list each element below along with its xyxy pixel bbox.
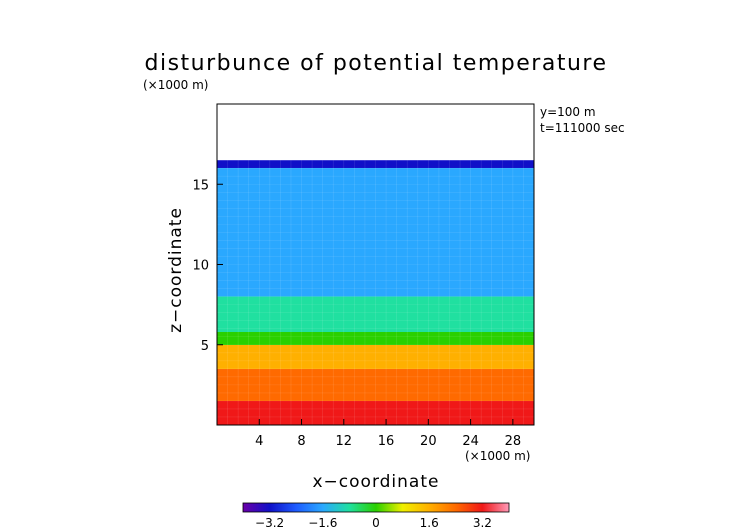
y-axis: 5 10 15 xyxy=(192,178,223,354)
plot-area xyxy=(217,159,534,425)
contour-gridlines xyxy=(217,159,534,425)
x-tick-label: 20 xyxy=(420,434,437,449)
x-tick-label: 8 xyxy=(297,434,305,449)
x-unit-label: (×1000 m) xyxy=(465,449,530,463)
colorbar-tick-label: 3.2 xyxy=(473,516,492,530)
annotation-time: t=111000 sec xyxy=(540,121,625,135)
y-tick-label: 5 xyxy=(201,339,209,354)
x-tick-label: 12 xyxy=(336,434,353,449)
colorbar-tick-label: −1.6 xyxy=(308,516,337,530)
chart-title: disturbunce of potential temperature xyxy=(145,51,608,76)
y-axis-label: z−coordinate xyxy=(166,207,186,333)
annotation-y: y=100 m xyxy=(540,105,596,119)
y-tick-label: 15 xyxy=(192,178,209,193)
colorbar-ticks: −3.2 −1.6 0 1.6 3.2 xyxy=(255,516,492,530)
x-axis: 4 8 12 16 20 24 28 xyxy=(255,419,521,449)
colorbar-fill xyxy=(242,502,510,513)
x-axis-label: x−coordinate xyxy=(313,472,440,492)
colorbar-tick-label: −3.2 xyxy=(255,516,284,530)
colorbar-tick-label: 0 xyxy=(372,516,380,530)
colorbar-tick-label: 1.6 xyxy=(420,516,439,530)
x-tick-label: 28 xyxy=(505,434,522,449)
heatmap-field xyxy=(217,160,534,425)
y-tick-label: 10 xyxy=(192,259,209,274)
y-unit-label: (×1000 m) xyxy=(143,78,208,92)
x-tick-label: 4 xyxy=(255,434,263,449)
colorbar xyxy=(242,502,510,513)
x-tick-label: 16 xyxy=(378,434,395,449)
x-tick-label: 24 xyxy=(462,434,479,449)
